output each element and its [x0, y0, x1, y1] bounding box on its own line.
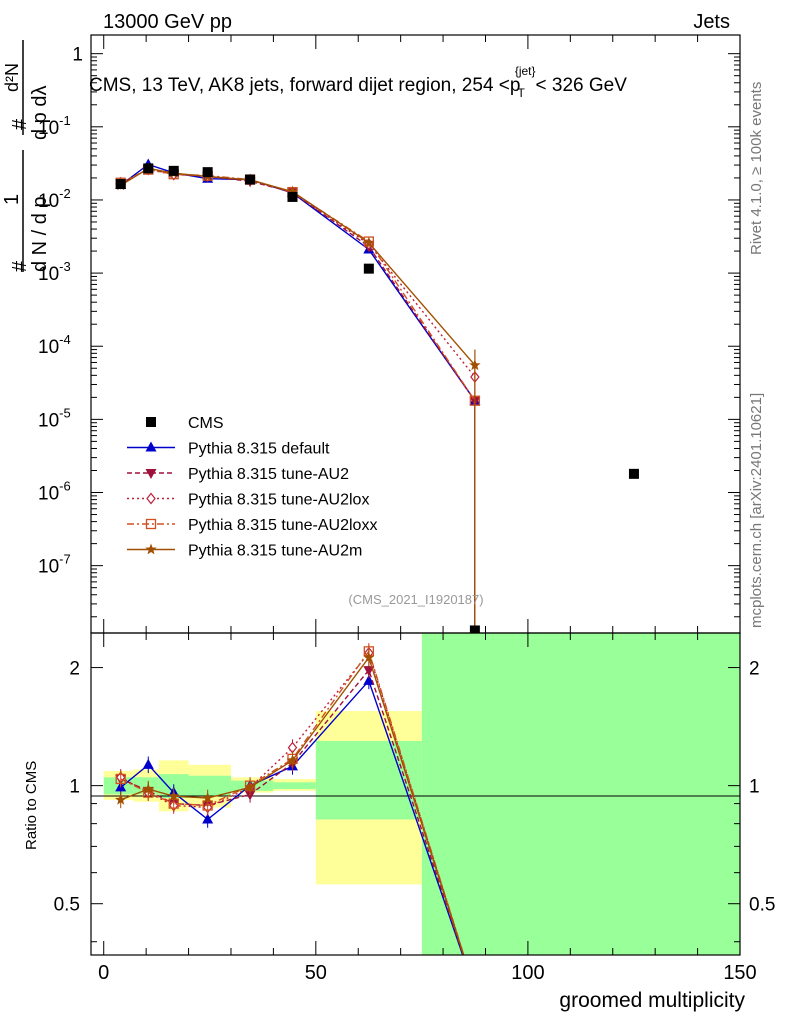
ratio-band-green — [315, 740, 422, 820]
cms-data-point — [363, 263, 374, 274]
cms-data-point — [245, 174, 256, 185]
legend-entry-label: CMS — [188, 415, 224, 432]
rivet-version-label: Rivet 4.1.0, ≥ 100k events — [748, 82, 765, 255]
ratio-band-green — [421, 633, 740, 955]
reference-tag: (CMS_2021_I1920187) — [348, 592, 483, 607]
title-suffix: < 326 GeV — [536, 75, 628, 96]
cms-data-point — [143, 163, 154, 174]
mcplots-label: mcplots.cern.ch [arXiv:2401.10621] — [748, 393, 765, 628]
ratio-uncertainty-bands — [103, 633, 740, 955]
main-ytick-label: 1 — [72, 45, 83, 66]
legend-marker — [145, 518, 157, 530]
legend-entry-label: Pythia 8.315 tune-AU2loxx — [188, 517, 377, 534]
main-series-line — [120, 163, 476, 402]
ylabel-hash-right: # — [9, 118, 31, 130]
legend-marker-cms — [146, 417, 156, 427]
ratio-series-marker — [142, 783, 154, 794]
title-sup: {jet} — [515, 64, 536, 78]
ratio-series-marker — [168, 790, 180, 801]
ratio-xtick-label: 100 — [511, 962, 544, 984]
plot-title: CMS, 13 TeV, AK8 jets, forward dijet reg… — [89, 64, 627, 100]
title-p: p — [510, 75, 521, 96]
ratio-series-marker — [142, 758, 154, 769]
main-axis-ticks: 1 10-1 10-2 10-3 10-4 10-5 10-6 10-7 — [38, 35, 741, 633]
ratio-series-marker — [363, 651, 375, 663]
ratio-ytick-label: 2 — [69, 659, 80, 680]
ratio-xtick-label: 0 — [98, 962, 109, 984]
ratio-ytick-label-right: 0.5 — [749, 895, 775, 916]
ratio-ytick-label: 0.5 — [54, 895, 80, 916]
ylabel-left-den: d N / d p — [29, 196, 51, 272]
cms-data-point — [469, 625, 480, 636]
legend: CMS Pythia 8.315 default Pythia 8.315 tune… — [127, 415, 377, 560]
title-sub: T — [517, 86, 525, 100]
cms-data-point — [287, 191, 298, 202]
main-series-marker — [286, 185, 299, 197]
main-series-line — [120, 168, 476, 378]
main-ytick-label: 10-5 — [38, 405, 71, 431]
ratio-xtick-label: 50 — [305, 962, 327, 984]
ratio-ylabel: Ratio to CMS — [23, 761, 40, 850]
ratio-series-line — [120, 649, 465, 955]
ratio-series-marker — [286, 754, 299, 766]
main-ytick-label: 10-7 — [38, 552, 71, 578]
ratio-series-marker — [115, 773, 126, 785]
ratio-series-line — [120, 679, 464, 955]
ratio-ytick-label-right: 1 — [749, 777, 760, 798]
main-ytick-label: 10-2 — [38, 186, 71, 212]
legend-marker — [146, 492, 156, 505]
main-series-marker — [363, 236, 375, 248]
main-series-line — [120, 168, 476, 402]
ratio-series-marker — [202, 813, 214, 824]
main-ytick-label: 10-3 — [38, 259, 71, 285]
ratio-axis-ticks: 0 50 100 150 0.5 0.5 1 1 2 2 — [54, 633, 775, 984]
legend-marker — [145, 441, 157, 452]
ratio-series-marker — [201, 792, 214, 803]
main-series-line — [120, 168, 476, 402]
ylabel-hash-left: # — [9, 260, 31, 272]
ratio-panel-frame — [90, 632, 741, 956]
legend-entry-label: Pythia 8.315 default — [188, 441, 330, 458]
ratio-series-line — [120, 656, 465, 955]
title-prefix: CMS, 13 TeV, AK8 jets, forward dijet reg… — [89, 75, 510, 96]
ylabel-left-num: 1 — [1, 194, 23, 205]
cms-data-point — [168, 165, 179, 176]
main-ytick-label: 10-4 — [38, 332, 71, 358]
main-ytick-label: 10-1 — [38, 113, 71, 139]
ratio-ytick-label-right: 2 — [749, 659, 760, 680]
ratio-band-green — [188, 775, 231, 797]
legend-entry-label: Pythia 8.315 tune-AU2m — [188, 543, 362, 560]
main-data-group — [115, 163, 639, 636]
ylabel-right-num: d²N — [2, 63, 22, 92]
main-series-line — [120, 167, 476, 366]
legend-marker — [145, 469, 157, 479]
ratio-series-marker — [115, 793, 127, 805]
ratio-series-marker — [244, 781, 256, 793]
ratio-ytick-label: 1 — [69, 777, 80, 798]
x-axis-label: groomed multiplicity — [559, 989, 745, 1012]
main-series-group — [115, 158, 481, 633]
ratio-series-group — [115, 643, 465, 955]
category-label: Jets — [693, 11, 730, 33]
cms-data-point — [115, 179, 126, 190]
energy-label: 13000 GeV pp — [103, 11, 232, 33]
cms-data-point — [202, 167, 213, 178]
cms-data-point — [628, 468, 639, 479]
ratio-xtick-label: 150 — [723, 962, 756, 984]
main-ytick-label: 10-6 — [38, 479, 71, 505]
ratio-series-marker — [363, 674, 375, 685]
legend-entry-label: Pythia 8.315 tune-AU2 — [188, 466, 349, 483]
ylabel-right-den: d p dλ — [29, 86, 51, 140]
main-ylabel: # 1 d N / d p # d²N d p dλ — [1, 40, 51, 272]
legend-entry-label: Pythia 8.315 tune-AU2lox — [188, 492, 369, 509]
legend-marker — [145, 543, 157, 555]
ratio-band-green — [273, 782, 316, 790]
